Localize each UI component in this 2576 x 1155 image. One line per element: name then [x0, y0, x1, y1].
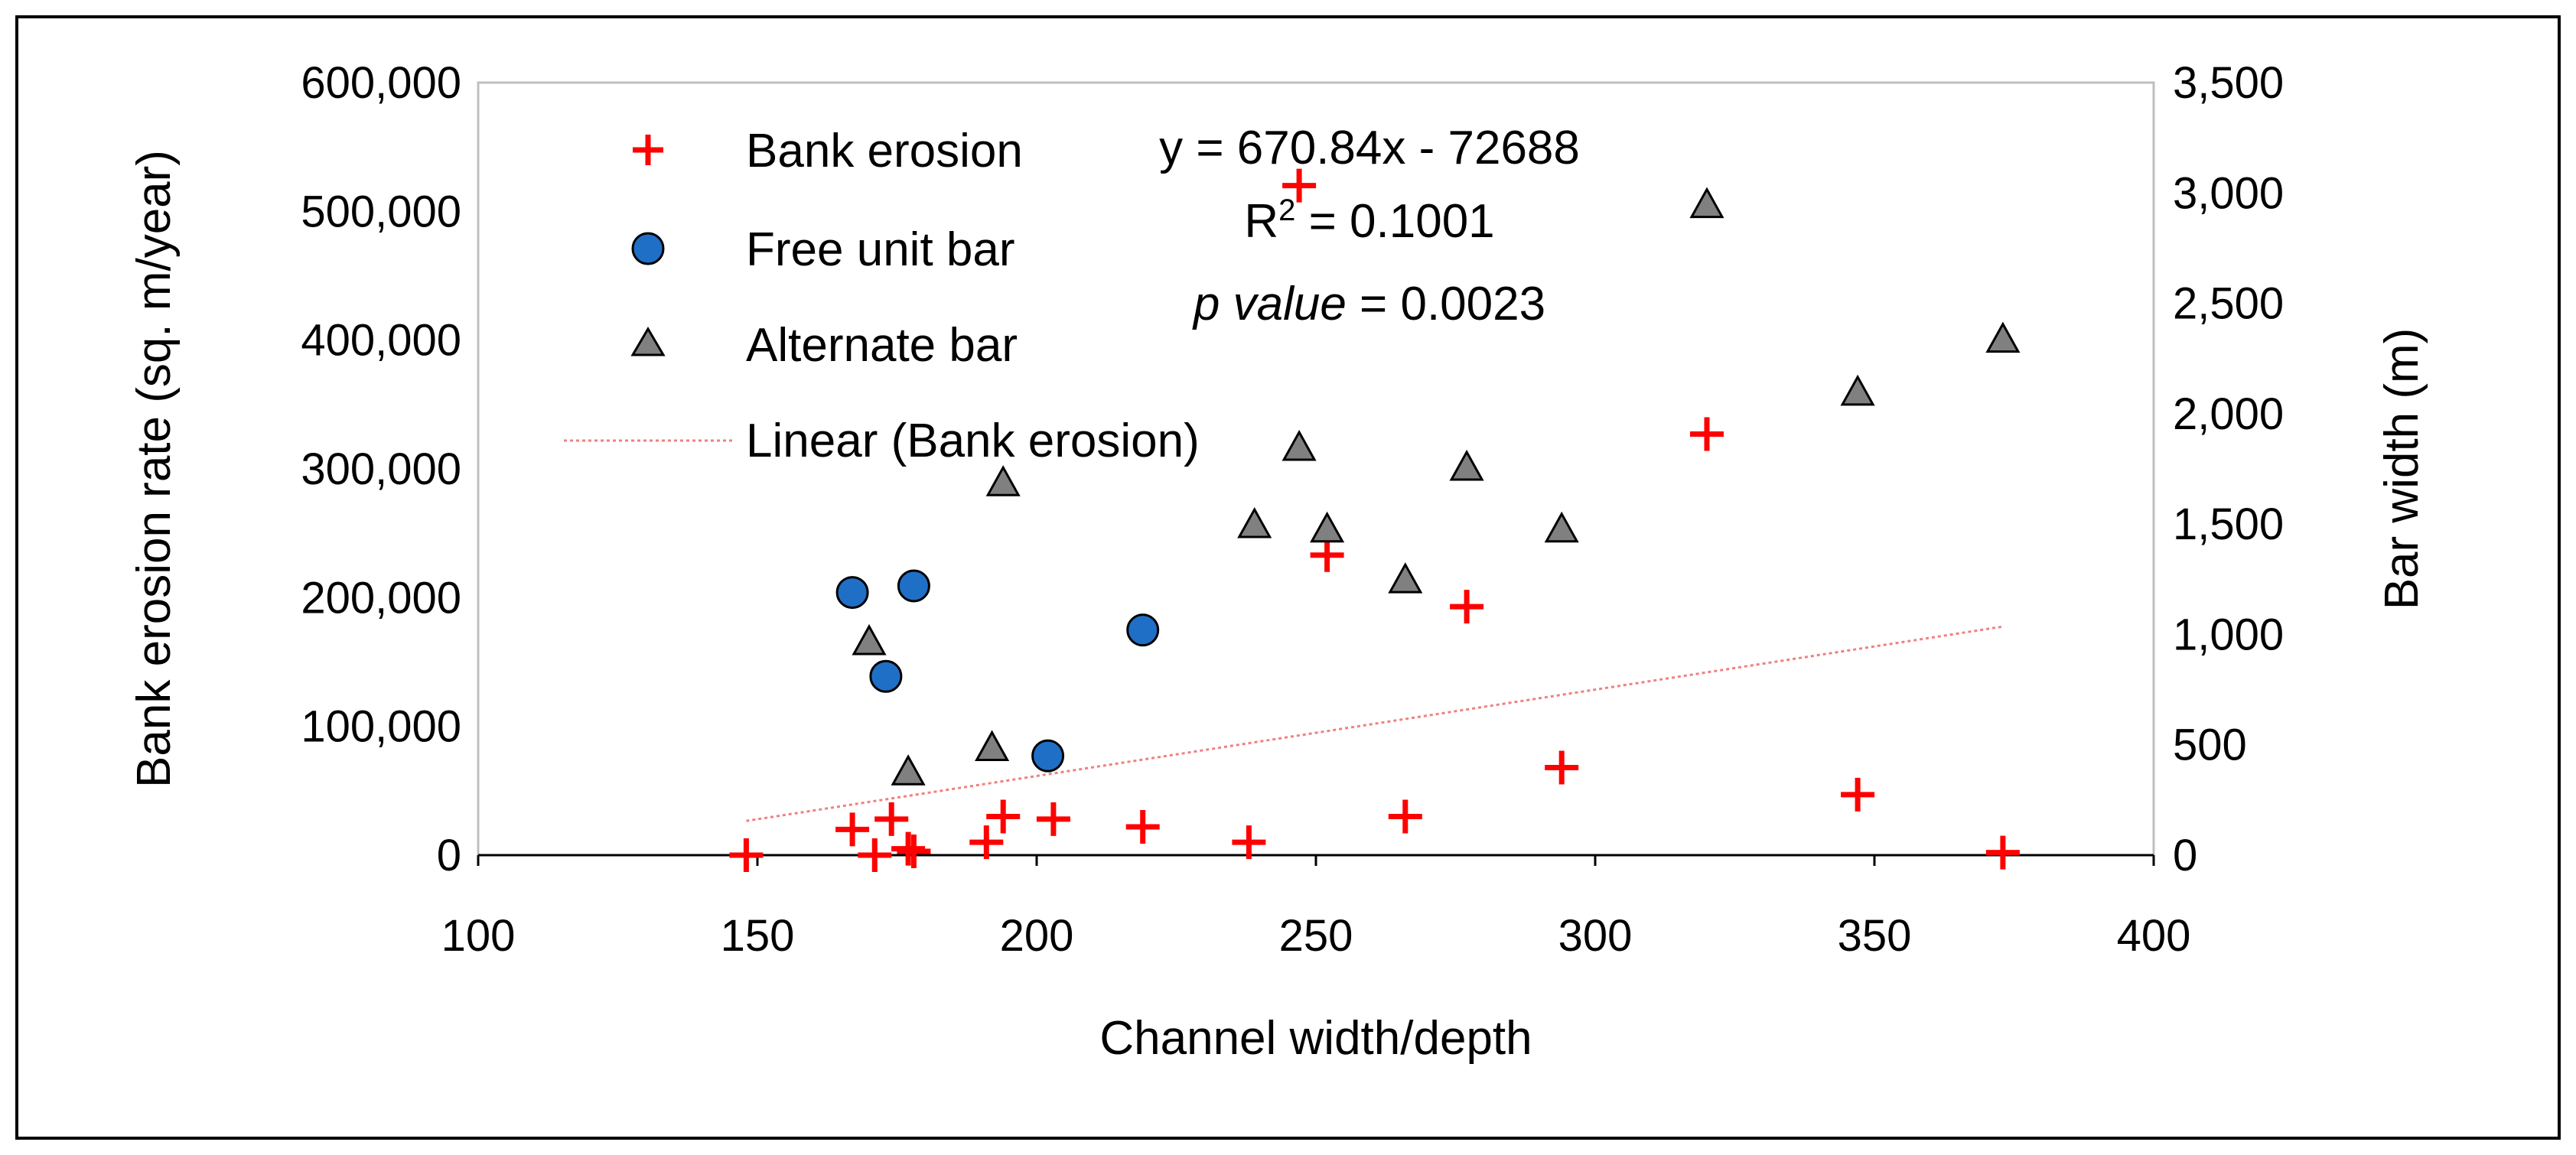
free-unit-bar-point [869, 659, 903, 693]
legend: Bank erosion Free unit bar Alternate bar… [564, 125, 1200, 467]
alternate-bar-point [1237, 506, 1272, 538]
legend-item-free-unit-bar: Free unit bar [631, 223, 1015, 276]
y-tick-label: 500,000 [301, 187, 461, 236]
bank-erosion-point [1232, 825, 1266, 860]
x-tick-label: 300 [1558, 911, 1633, 961]
y-tick-label: 100,000 [301, 702, 461, 752]
bank-erosion-point [1985, 835, 2020, 870]
y2-tick-label: 1,500 [2173, 499, 2284, 549]
bank-erosion-point [1388, 799, 1422, 834]
plus-marker-icon [633, 135, 663, 165]
legend-label: Free unit bar [746, 223, 1015, 276]
bank-erosion-point [1841, 777, 1875, 812]
y2-tick-label: 500 [2173, 721, 2247, 770]
bank-erosion-point [729, 838, 764, 872]
triangle-marker-icon [630, 327, 666, 356]
alternate-bar-point [1281, 429, 1317, 461]
r-squared-prefix: R [1244, 195, 1278, 248]
legend-label: Bank erosion [746, 125, 1023, 177]
y2-tick-label: 1,000 [2173, 610, 2284, 659]
axes: 100 150 200 250 300 350 400 0 100,000 200,000 300,… [301, 58, 2284, 961]
bank-erosion-point [969, 825, 1004, 860]
trendline-layer [746, 625, 2004, 822]
free-unit-bar-point [897, 569, 930, 603]
bank-erosion-point [1450, 590, 1484, 624]
r-squared-value: = 0.1001 [1295, 195, 1494, 248]
y2-tick-label: 3,000 [2173, 168, 2284, 218]
x-tick-label: 100 [441, 911, 516, 961]
p-value-number: = 0.0023 [1347, 278, 1545, 330]
circle-marker-icon [631, 232, 665, 265]
x-tick-label: 150 [721, 911, 795, 961]
y-axis-label: Bank erosion rate (sq. m/year) [128, 150, 181, 788]
bank-erosion-point [835, 812, 870, 847]
y2-tick-label: 3,500 [2173, 58, 2284, 108]
bank-erosion-point [1282, 168, 1317, 203]
r-squared: R2 = 0.1001 [1244, 194, 1494, 248]
bank-erosion-point [1545, 750, 1579, 785]
bank-erosion-point [874, 802, 909, 836]
alternate-bar-point [891, 754, 926, 786]
alternate-bar-point [1544, 511, 1579, 543]
y-tick-label: 400,000 [301, 316, 461, 366]
bank-erosion-point [858, 838, 892, 872]
bank-erosion-point [1036, 802, 1070, 836]
bank-erosion-point [1310, 538, 1344, 572]
regression-equation: y = 670.84x - 72688 [1159, 122, 1580, 174]
p-value-label: p value [1192, 278, 1347, 330]
y-tick-label: 200,000 [301, 573, 461, 623]
alternate-bar-point [975, 730, 1010, 761]
bank-erosion-point [1690, 417, 1724, 451]
regression-annotation: y = 670.84x - 72688 R2 = 0.1001 p value … [1159, 122, 1580, 330]
legend-item-alternate-bar: Alternate bar [630, 319, 1018, 372]
free-unit-bar-point [1031, 739, 1065, 773]
y-tick-label: 0 [437, 831, 461, 880]
y-tick-label: 300,000 [301, 444, 461, 494]
alternate-bar-point [1985, 321, 2021, 353]
y2-tick-label: 2,500 [2173, 279, 2284, 329]
legend-item-trendline: Linear (Bank erosion) [564, 415, 1200, 467]
p-value: p value = 0.0023 [1192, 278, 1545, 330]
free-unit-bar-point [835, 576, 869, 610]
alternate-bar-point [852, 623, 887, 656]
x-tick-label: 350 [1838, 911, 1912, 961]
r-squared-superscript: 2 [1278, 194, 1295, 227]
trendline [746, 625, 2004, 822]
x-tick-label: 200 [1000, 911, 1074, 961]
alternate-bar-point [1388, 562, 1423, 594]
legend-label: Linear (Bank erosion) [746, 415, 1200, 467]
legend-item-bank-erosion: Bank erosion [633, 125, 1023, 177]
y2-tick-label: 2,000 [2173, 389, 2284, 439]
free-unit-bar-point [1126, 613, 1160, 647]
alternate-bar-point [1689, 187, 1724, 219]
legend-label: Alternate bar [746, 319, 1018, 372]
x-tick-label: 400 [2117, 911, 2191, 961]
alternate-bar-point [1840, 374, 1875, 406]
y-tick-label: 600,000 [301, 58, 461, 108]
bank-erosion-point [897, 834, 931, 868]
data-points [729, 168, 2021, 872]
bank-erosion-point [1125, 809, 1160, 844]
y2-axis-label: Bar width (m) [2376, 328, 2428, 610]
alternate-bar-point [985, 465, 1021, 496]
bank-erosion-point [986, 799, 1021, 834]
alternate-bar-point [1449, 449, 1484, 481]
x-tick-label: 250 [1279, 911, 1353, 961]
alternate-bar-point [1310, 511, 1345, 543]
x-axis-label: Channel width/depth [1099, 1012, 1532, 1065]
y2-tick-label: 0 [2173, 831, 2197, 880]
figure-border [15, 15, 2561, 1140]
